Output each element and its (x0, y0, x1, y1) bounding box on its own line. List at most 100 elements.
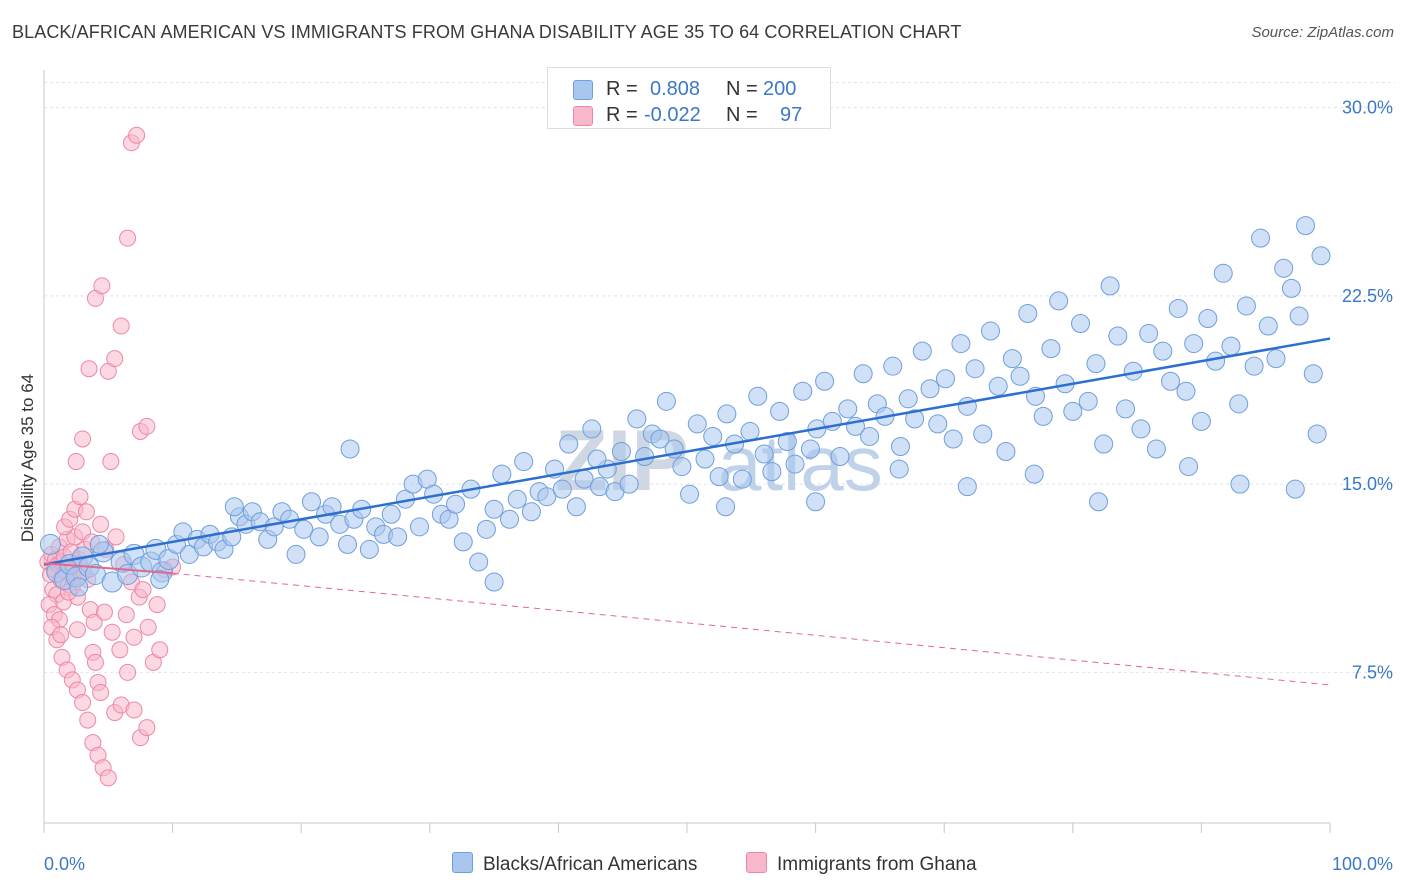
y-axis-label: Disability Age 35 to 64 (18, 374, 37, 542)
data-point-black (359, 539, 379, 559)
data-point-black (340, 439, 360, 459)
trendline-ghana-extended (172, 572, 1331, 686)
data-point-black (627, 409, 647, 429)
data-point-ghana (92, 515, 110, 533)
data-point-black (996, 442, 1016, 462)
x-tick-label: 100.0% (1332, 854, 1393, 874)
data-point-black (1191, 411, 1211, 431)
data-point-black (381, 504, 401, 524)
tick-labels: 7.5% 15.0% 22.5% 30.0% 0.0% 100.0% (44, 98, 1393, 874)
data-point-black (793, 381, 813, 401)
data-point-black (672, 457, 692, 477)
data-point-black (988, 376, 1008, 396)
data-point-black (1198, 308, 1218, 328)
data-point-ghana (111, 641, 129, 659)
data-point-ghana (125, 628, 143, 646)
data-point-black (770, 401, 790, 421)
legend-swatch-pink (573, 106, 593, 126)
data-point-black (476, 519, 496, 539)
data-point-black (309, 527, 329, 547)
r-value: -0.022 (644, 104, 701, 126)
r-value: 0.808 (650, 78, 701, 100)
data-point-ghana (79, 711, 97, 729)
data-point-black (1179, 457, 1199, 477)
series-legend: Blacks/African Americans Immigrants from… (0, 850, 1406, 880)
legend-item-black[interactable]: Blacks/African Americans (452, 852, 697, 876)
data-point-black (973, 424, 993, 444)
data-point-black (1002, 349, 1022, 369)
series-ghana-points (39, 126, 182, 787)
n-label: N = (726, 104, 758, 126)
legend-label-black: Blacks/African Americans (483, 854, 698, 875)
data-point-ghana (128, 126, 146, 144)
data-point-black (224, 497, 244, 517)
data-point-black (453, 532, 473, 552)
data-point-ghana (68, 621, 86, 639)
data-point-black (537, 487, 557, 507)
data-point-ghana (93, 277, 111, 295)
data-point-black (928, 414, 948, 434)
data-point-black (1213, 263, 1233, 283)
data-point-black (957, 477, 977, 497)
stats-legend: R = 0.808 N = 200 R = -0.022 N = 97 (547, 67, 831, 129)
data-point-black (492, 464, 512, 484)
data-point-ghana (139, 618, 157, 636)
data-point-black (39, 533, 61, 555)
data-point-black (286, 544, 306, 564)
data-point-black (1184, 334, 1204, 354)
data-point-black (1153, 341, 1173, 361)
data-point-black (680, 484, 700, 504)
data-point-black (951, 334, 971, 354)
data-point-ghana (103, 623, 121, 641)
data-point-black (1258, 316, 1278, 336)
trendline-ghana (43, 562, 173, 575)
data-point-black (1307, 424, 1327, 444)
data-point-black (89, 534, 109, 554)
data-point-black (500, 509, 520, 529)
y-tick-label: 30.0% (1342, 98, 1393, 118)
data-point-black (777, 431, 797, 451)
data-point-black (1244, 356, 1264, 376)
data-point-black (815, 371, 835, 391)
data-point-black (469, 552, 489, 572)
legend-label-ghana: Immigrants from Ghana (777, 854, 977, 875)
data-point-black (1266, 349, 1286, 369)
data-point-black (552, 479, 572, 499)
data-point-black (1094, 434, 1114, 454)
data-point-black (1063, 401, 1083, 421)
legend-item-ghana[interactable]: Immigrants from Ghana (746, 852, 977, 876)
data-point-black (1100, 276, 1120, 296)
legend-swatch-blue (573, 80, 593, 100)
data-point-black (890, 437, 910, 456)
data-point-black (748, 386, 768, 406)
data-point-black (838, 399, 858, 419)
data-point-black (800, 439, 820, 459)
data-point-ghana (106, 350, 124, 368)
data-point-black (1108, 326, 1128, 346)
data-point-black (980, 321, 1000, 341)
n-value: 200 (763, 78, 797, 100)
data-point-black (1274, 258, 1294, 278)
data-point-black (717, 404, 737, 424)
data-point-black (566, 497, 586, 517)
trend-lines (43, 337, 1331, 686)
legend-swatch-pink (746, 852, 767, 873)
data-point-black (687, 414, 707, 434)
data-point-black (1089, 492, 1109, 512)
data-point-ghana (74, 430, 92, 448)
data-point-black (1041, 339, 1061, 359)
data-point-black (388, 527, 408, 547)
data-point-black (912, 341, 932, 361)
axes (43, 70, 1331, 833)
data-point-ghana (74, 694, 92, 712)
data-point-black (1221, 336, 1241, 356)
legend-swatch-blue (452, 852, 473, 873)
data-point-ghana (102, 453, 120, 471)
y-tick-label: 15.0% (1342, 474, 1393, 494)
data-point-ghana (99, 769, 117, 787)
data-point-black (619, 474, 639, 494)
chart-source: Source: ZipAtlas.com (1251, 24, 1394, 41)
data-point-black (883, 356, 903, 376)
data-point-black (1289, 306, 1309, 326)
n-label: N = (726, 78, 758, 100)
